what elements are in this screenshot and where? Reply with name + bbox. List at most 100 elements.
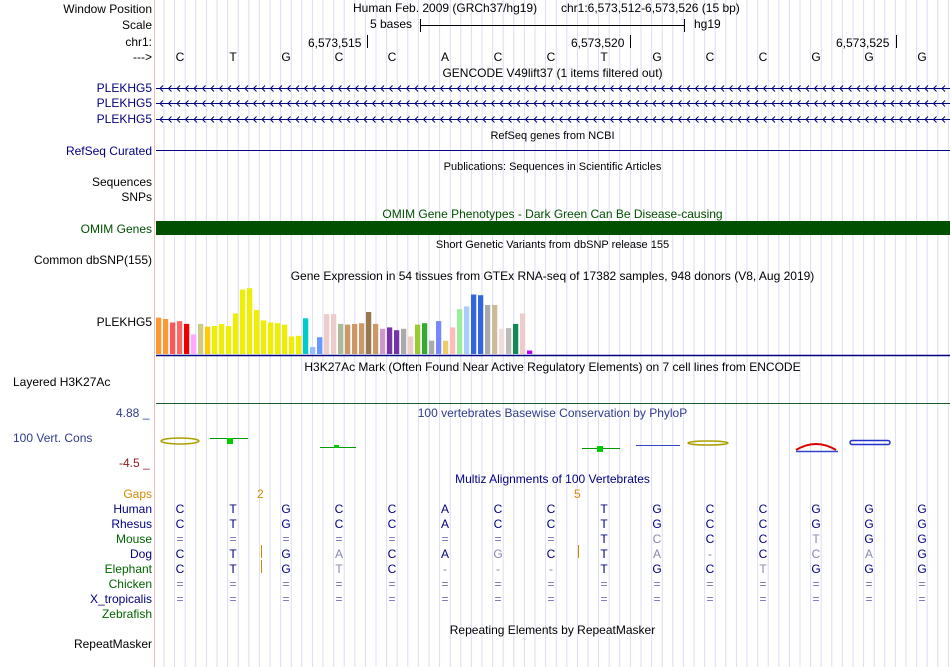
strand-chevron (745, 100, 750, 107)
strand-chevron (533, 116, 538, 123)
h3k27ac-label[interactable]: Layered H3K27Ac (13, 375, 111, 389)
aligned-base: T (600, 532, 608, 546)
strand-chevron (533, 100, 538, 107)
strand-chevron (499, 85, 504, 92)
gtex-bar (317, 337, 323, 354)
strand-chevron (363, 100, 368, 107)
strand-chevron (320, 116, 325, 123)
strand-chevron (737, 100, 742, 107)
aligned-base: = (812, 577, 820, 591)
gtex-bar (261, 320, 267, 354)
strand-chevron (584, 116, 589, 123)
gtex-bar (268, 322, 274, 354)
gtex-bar (184, 323, 190, 354)
species-label[interactable]: X_tropicalis (89, 592, 152, 606)
omim-title[interactable]: OMIM Gene Phenotypes - Dark Green Can Be… (382, 207, 723, 221)
strand-chevron (567, 100, 572, 107)
aligned-base: C (705, 517, 715, 531)
gencode-item-label[interactable]: PLEKHG5 (96, 112, 152, 126)
aligned-base: = (176, 577, 184, 591)
aligned-base: = (653, 577, 661, 591)
strand-chevron (184, 116, 189, 123)
gtex-bar (170, 322, 176, 354)
aligned-base: - (496, 562, 500, 576)
gencode-item-label[interactable]: PLEKHG5 (96, 96, 152, 110)
publications-label-snps[interactable]: SNPs (121, 190, 152, 204)
species-label[interactable]: Rhesus (111, 517, 152, 531)
conservation-min: -4.5 _ (119, 456, 150, 470)
conservation-title[interactable]: 100 vertebrates Basewise Conservation by… (417, 406, 688, 420)
scale-text: 5 bases (370, 17, 413, 31)
strand-chevron (354, 100, 359, 107)
strand-chevron (728, 116, 733, 123)
strand-chevron (601, 100, 606, 107)
gtex-bar (422, 323, 428, 354)
gtex-bar (198, 323, 204, 354)
repeatmasker-title[interactable]: Repeating Elements by RepeatMasker (449, 623, 656, 637)
strand-chevron (448, 85, 453, 92)
dbsnp-label[interactable]: Common dbSNP(155) (33, 253, 152, 267)
aligned-base: T (600, 517, 608, 531)
aligned-base: = (759, 592, 767, 606)
gtex-bar (359, 323, 365, 354)
gtex-title[interactable]: Gene Expression in 54 tissues from GTEx … (290, 269, 815, 283)
strand-chevron (388, 116, 393, 123)
strand-chevron (167, 100, 172, 107)
publications-title[interactable]: Publications: Sequences in Scientific Ar… (443, 161, 662, 173)
strand-chevron (839, 116, 844, 123)
species-label[interactable]: Elephant (104, 562, 152, 576)
gtex-bar (394, 330, 400, 354)
strand-chevron (652, 85, 657, 92)
aligned-base: = (282, 532, 290, 546)
strand-chevron (448, 100, 453, 107)
aligned-base: G (864, 562, 874, 576)
species-label[interactable]: Chicken (108, 577, 152, 591)
strand-chevron (584, 100, 589, 107)
strand-chevron (524, 85, 529, 92)
species-label[interactable]: Human (113, 502, 152, 516)
strand-chevron (371, 100, 376, 107)
gencode-title[interactable]: GENCODE V49lift37 (1 items filtered out) (442, 66, 663, 80)
strand-chevron (720, 85, 725, 92)
strand-chevron (176, 100, 181, 107)
strand-chevron (320, 85, 325, 92)
multiz-title[interactable]: Multiz Alignments of 100 Vertebrates (455, 472, 650, 486)
refseq-label[interactable]: RefSeq Curated (65, 144, 152, 158)
strand-chevron (507, 116, 512, 123)
species-label[interactable]: Mouse (115, 532, 152, 546)
strand-chevron (193, 100, 198, 107)
strand-chevron (184, 100, 189, 107)
position-text[interactable]: chr1:6,573,512-6,573,526 (15 bp) (561, 1, 740, 15)
conservation-label[interactable]: 100 Vert. Cons (13, 431, 93, 445)
aligned-base: = (547, 532, 555, 546)
aligned-base: = (441, 592, 449, 606)
strand-chevron (482, 85, 487, 92)
species-label[interactable]: Zebrafish (101, 607, 152, 621)
strand-chevron (703, 85, 708, 92)
omim-label[interactable]: OMIM Genes (80, 222, 152, 236)
strand-chevron (490, 85, 495, 92)
gtex-bar (219, 323, 225, 354)
aligned-base: - (549, 562, 553, 576)
strand-chevron (771, 116, 776, 123)
strand-chevron (516, 85, 521, 92)
gtex-label[interactable]: PLEKHG5 (96, 315, 152, 329)
gencode-item-label[interactable]: PLEKHG5 (96, 81, 152, 95)
species-label[interactable]: Dog (129, 547, 152, 561)
dbsnp-title[interactable]: Short Genetic Variants from dbSNP releas… (435, 239, 670, 251)
gtex-bar (387, 327, 393, 354)
h3k27ac-title[interactable]: H3K27Ac Mark (Often Found Near Active Re… (304, 360, 801, 374)
repeatmasker-label[interactable]: RepeatMasker (73, 637, 152, 651)
gtex-bar (492, 305, 498, 354)
base-letter: C (493, 50, 503, 64)
strand-chevron (550, 116, 555, 123)
strand-chevron (822, 100, 827, 107)
strand-chevron (941, 100, 946, 107)
publications-label-sequences[interactable]: Sequences (91, 175, 152, 189)
strand-chevron (456, 116, 461, 123)
refseq-title[interactable]: RefSeq genes from NCBI (490, 130, 615, 142)
strand-chevron (805, 85, 810, 92)
strand-chevron (388, 100, 393, 107)
aligned-base: = (865, 592, 873, 606)
